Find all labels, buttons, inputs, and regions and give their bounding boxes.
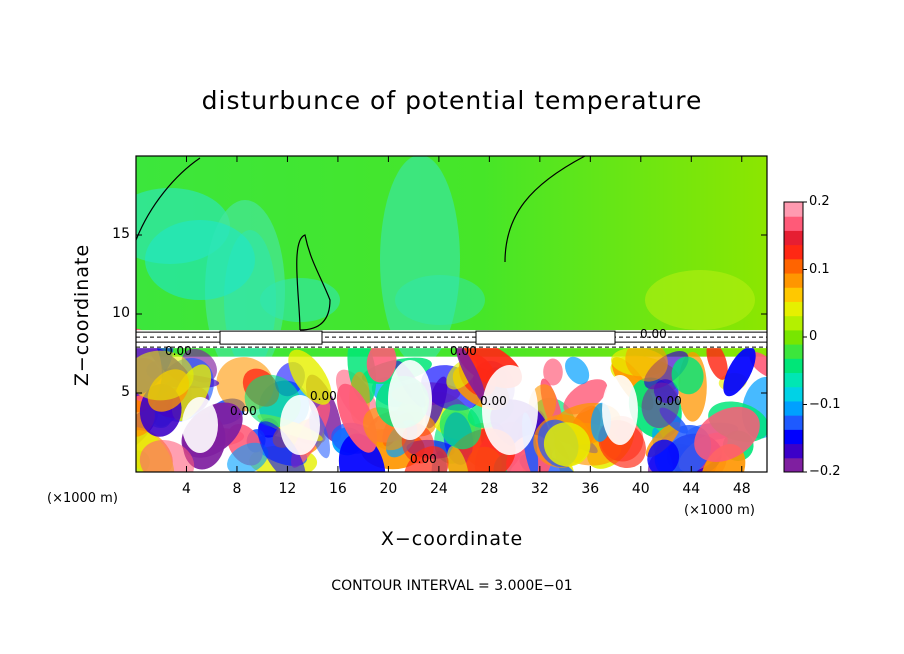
- zero-contour: [136, 156, 586, 331]
- turbulence-blob: [425, 376, 448, 429]
- contour-label: 0.00: [230, 404, 257, 418]
- contour-label: 0.00: [480, 394, 507, 408]
- colorbar-swatch: [784, 287, 803, 302]
- turbulence-blob: [694, 406, 760, 462]
- colorbar-tick-label: 0.1: [809, 261, 830, 277]
- upper-blob: [395, 275, 485, 325]
- turbulence-blob: [563, 379, 608, 415]
- field-layer: 0.00 0.00 0.00 0.00 0.00 0.00 0.00 0.00: [136, 156, 767, 472]
- interface-box: [475, 330, 616, 345]
- x-tick-label: 16: [328, 481, 347, 497]
- turbulence-blob: [749, 352, 767, 378]
- turbulence-blob: [139, 440, 195, 472]
- upper-blob: [145, 220, 255, 300]
- colorbar-tick-label: 0.2: [809, 194, 830, 209]
- chart-title: disturbunce of potential temperature: [201, 86, 703, 115]
- turbulence-blob: [671, 356, 704, 395]
- colorbar-tick-label: −0.1: [809, 396, 841, 412]
- x-tick-label: 36: [581, 481, 600, 497]
- contour-label: 0.00: [640, 327, 667, 341]
- turbulence-blob: [439, 404, 482, 450]
- colorbar-tick-label: 0: [809, 329, 818, 344]
- turbulence-blob: [647, 439, 680, 472]
- x-tick-label: 8: [232, 481, 242, 497]
- turbulence-blob: [446, 445, 469, 472]
- colorbar-swatch: [784, 301, 803, 317]
- x-tick-label: 20: [379, 481, 398, 497]
- contour-label: 0.00: [450, 344, 477, 358]
- x-tick-label: 32: [530, 481, 549, 497]
- x-tick-label: 24: [429, 481, 448, 497]
- y-tick-label: 10: [112, 305, 130, 321]
- colorbar-swatch: [784, 415, 803, 430]
- turbulence-blob: [625, 339, 668, 382]
- contour-label: 0.00: [410, 452, 437, 466]
- x-tick-label: 4: [182, 481, 191, 497]
- x-tick-label: 44: [682, 481, 701, 497]
- x-tick-label: 28: [480, 481, 499, 497]
- colorbar-swatch: [784, 344, 803, 359]
- turbulence-blob: [366, 341, 397, 383]
- white-core: [388, 360, 432, 440]
- x-tick-label: 12: [278, 481, 297, 497]
- colorbar-swatch: [784, 429, 803, 445]
- turbulence-blob: [455, 343, 486, 400]
- colorbar-swatch: [784, 329, 803, 345]
- turbulence-blob: [543, 358, 563, 386]
- axes-layer: [136, 156, 767, 472]
- colorbar: [783, 201, 807, 473]
- x-axis-label: X−coordinate: [380, 528, 524, 550]
- colorbar-swatch: [784, 273, 803, 288]
- colorbar-swatch: [784, 358, 803, 374]
- turbulence-blob: [338, 433, 386, 472]
- x-tick-label: 40: [631, 481, 650, 497]
- turbulence-blob: [543, 422, 591, 467]
- colorbar-swatch: [784, 216, 803, 231]
- contour-label: 0.00: [310, 389, 337, 403]
- upper-blob: [260, 278, 340, 322]
- turbulence-blob: [288, 349, 332, 405]
- colorbar-swatch: [784, 400, 803, 416]
- white-core: [482, 365, 538, 455]
- x-tick-label: 48: [732, 481, 751, 497]
- colorbar-swatch: [784, 443, 803, 459]
- colorbar-swatch: [784, 457, 803, 473]
- contour-label: 0.00: [655, 394, 682, 408]
- colorbar-tick-label: −0.2: [809, 464, 841, 479]
- colorbar-swatch: [784, 230, 803, 246]
- colorbar-swatch: [784, 386, 803, 402]
- contour-interval-label: CONTOUR INTERVAL = 3.000E−01: [331, 578, 573, 594]
- x-unit-label-right: (×1000 m): [684, 503, 755, 518]
- colorbar-swatch: [784, 202, 803, 217]
- y-tick-label: 5: [121, 384, 130, 400]
- colorbar-swatch: [784, 372, 803, 388]
- turbulence-blob: [257, 421, 306, 472]
- upper-blob: [645, 270, 755, 330]
- turbulence-blob: [723, 346, 756, 397]
- white-core: [280, 395, 320, 455]
- colorbar-swatch: [784, 244, 803, 260]
- x-unit-label-left: (×1000 m): [47, 491, 118, 506]
- white-core: [182, 397, 218, 453]
- turbulence-blob: [641, 382, 680, 429]
- turbulence-blob: [136, 350, 194, 401]
- contour-label: 0.00: [165, 344, 192, 358]
- turbulence-blob: [706, 341, 728, 380]
- white-core: [602, 375, 638, 445]
- turbulence-blob: [565, 356, 590, 385]
- turbulence-blob: [403, 446, 449, 472]
- turbulence-blob: [171, 364, 212, 422]
- colorbar-swatch: [784, 258, 803, 274]
- interface-box: [219, 330, 323, 345]
- colorbar-swatch: [784, 315, 803, 331]
- y-tick-label: 15: [112, 226, 130, 242]
